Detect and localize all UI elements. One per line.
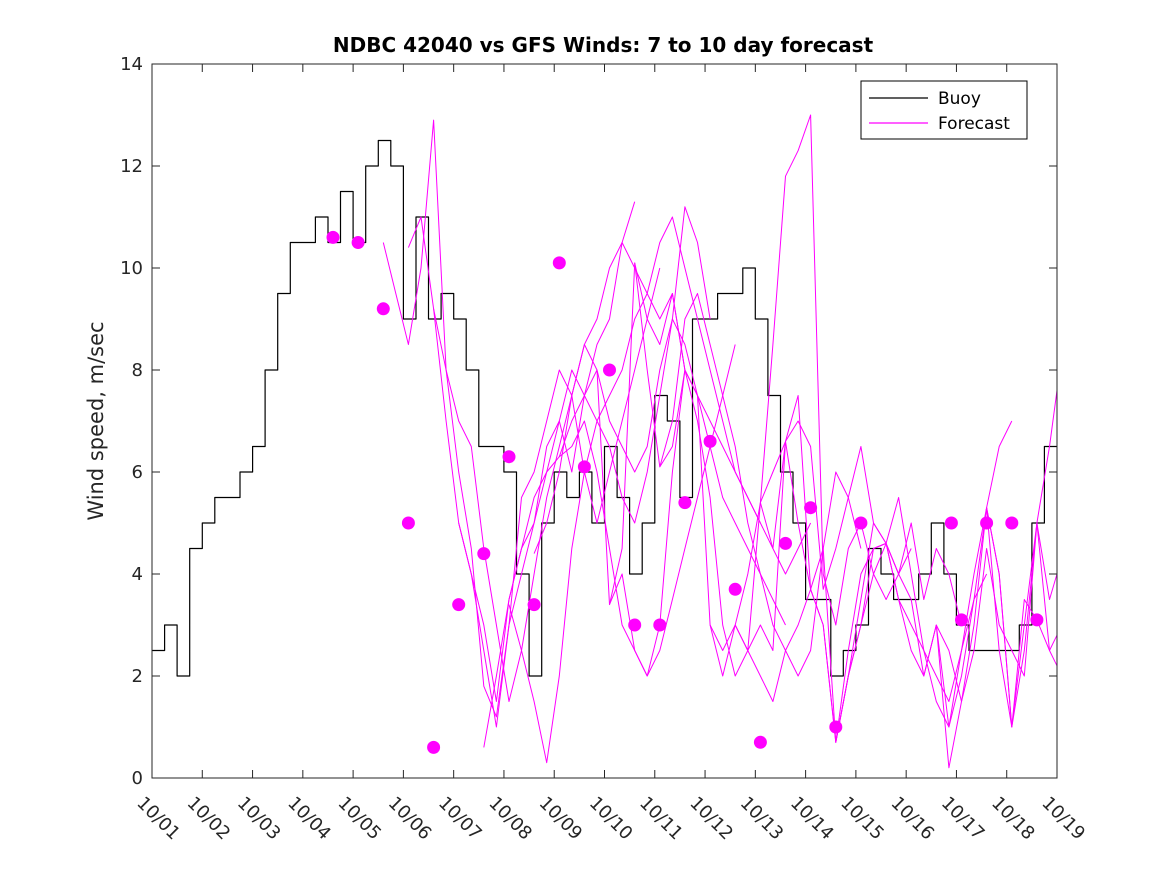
series-line-forecast bbox=[935, 507, 1058, 728]
forecast-marker bbox=[502, 450, 516, 464]
forecast-marker bbox=[628, 618, 642, 632]
forecast-marker bbox=[527, 598, 541, 612]
y-axis-label: Wind speed, m/sec bbox=[84, 321, 108, 520]
y-tick-label: 4 bbox=[132, 564, 143, 585]
forecast-markers bbox=[326, 230, 1044, 754]
forecast-marker bbox=[653, 618, 667, 632]
y-tick-label: 8 bbox=[132, 360, 143, 381]
forecast-marker bbox=[703, 434, 717, 448]
series-line-forecast bbox=[433, 242, 686, 702]
legend-entry: Forecast bbox=[938, 114, 1010, 134]
forecast-marker bbox=[427, 740, 441, 754]
y-tick-label: 0 bbox=[132, 768, 143, 789]
forecast-marker bbox=[376, 302, 390, 316]
forecast-marker bbox=[477, 547, 491, 561]
forecast-marker bbox=[944, 516, 958, 530]
forecast-marker bbox=[678, 496, 692, 510]
legend-box bbox=[860, 80, 1028, 140]
chart-title: NDBC 42040 vs GFS Winds: 7 to 10 day for… bbox=[333, 33, 874, 57]
y-tick-label: 2 bbox=[132, 666, 143, 687]
y-tick-label: 10 bbox=[120, 258, 143, 279]
forecast-marker bbox=[351, 236, 365, 249]
forecast-marker bbox=[854, 516, 868, 530]
forecast-marker bbox=[980, 516, 994, 530]
series-line-forecast bbox=[533, 318, 786, 626]
forecast-marker bbox=[955, 613, 968, 627]
legend-entry: Buoy bbox=[938, 89, 981, 109]
forecast-marker bbox=[603, 363, 616, 377]
series-line-forecast bbox=[835, 390, 1058, 769]
forecast-marker bbox=[577, 460, 591, 474]
forecast-marker bbox=[1005, 516, 1019, 530]
series-layer bbox=[152, 114, 1058, 769]
forecast-marker bbox=[779, 536, 792, 550]
forecast-marker bbox=[326, 230, 340, 244]
series-line-forecast bbox=[634, 262, 887, 677]
forecast-marker bbox=[452, 598, 466, 612]
legend: Buoy Forecast bbox=[860, 80, 1028, 140]
series-line-forecast bbox=[885, 522, 1058, 702]
forecast-marker bbox=[829, 720, 843, 734]
forecast-marker bbox=[728, 582, 742, 596]
y-tick-label: 12 bbox=[120, 156, 143, 177]
forecast-marker bbox=[552, 256, 566, 270]
forecast-marker bbox=[1030, 613, 1044, 627]
series-line-buoy bbox=[152, 139, 1057, 677]
y-tick-label: 14 bbox=[120, 54, 143, 75]
y-tick-label: 6 bbox=[132, 462, 143, 483]
forecast-marker bbox=[753, 735, 767, 749]
series-line-forecast bbox=[508, 216, 761, 764]
series-line-forecast bbox=[483, 344, 736, 748]
forecast-marker bbox=[401, 516, 415, 530]
series-line-forecast bbox=[609, 262, 862, 677]
series-line-forecast bbox=[986, 507, 1058, 728]
forecast-marker bbox=[804, 501, 818, 515]
